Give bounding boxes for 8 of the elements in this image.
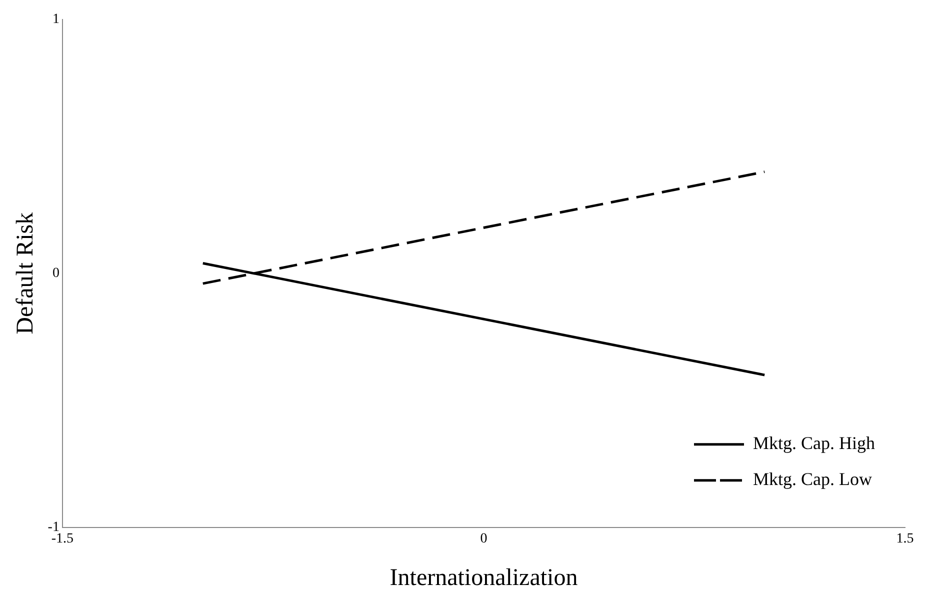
y-tick-label: 0	[52, 266, 60, 282]
x-tick-label: 0	[480, 531, 488, 546]
x-axis-title: Internationalization	[390, 564, 578, 591]
x-tick-label: 1.5	[896, 531, 914, 546]
y-tick-label: 1	[52, 12, 60, 28]
legend-label: Mktg. Cap. Low	[753, 469, 872, 490]
y-axis-title: Default Risk	[12, 212, 39, 334]
legend-label: Mktg. Cap. High	[753, 433, 876, 454]
